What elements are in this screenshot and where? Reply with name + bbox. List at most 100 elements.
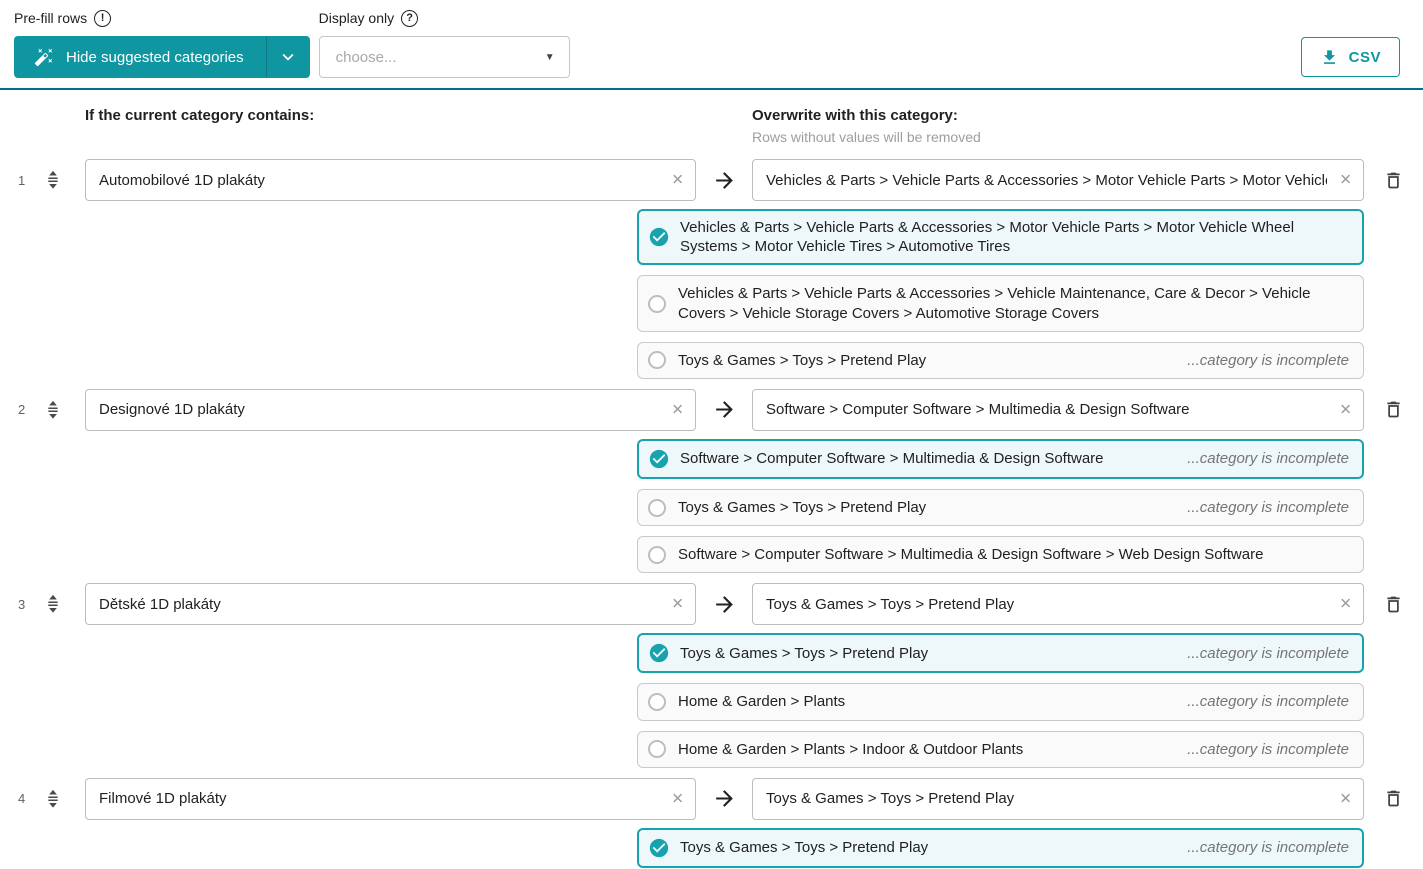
clear-source-icon[interactable]: ✕ [671, 401, 684, 419]
csv-export-button[interactable]: CSV [1300, 37, 1400, 77]
alert-info-icon: ! [94, 9, 112, 27]
csv-button-label: CSV [1348, 48, 1381, 66]
suggestions-list: Toys & Games > Toys > Pretend Play ...ca… [637, 827, 1364, 869]
row-number: 1 [18, 172, 26, 188]
category-incomplete-note: ...category is incomplete [1187, 693, 1349, 711]
target-category-value: Toys & Games > Toys > Pretend Play [766, 595, 1015, 613]
row-number: 2 [18, 402, 26, 418]
check-circle-icon [648, 226, 670, 248]
source-category-input[interactable]: Filmové 1D plakáty ✕ [85, 777, 696, 820]
radio-icon [648, 294, 666, 313]
target-category-value: Software > Computer Software > Multimedi… [766, 401, 1190, 419]
prefill-group: Pre-fill rows ! Hide suggested categorie… [14, 8, 310, 78]
display-only-label-text: Display only [318, 10, 395, 26]
suggested-category-label: Software > Computer Software > Multimedi… [680, 450, 1104, 468]
source-category-input[interactable]: Dětské 1D plakáty ✕ [85, 583, 696, 626]
target-category-input[interactable]: Toys & Games > Toys > Pretend Play ✕ [752, 583, 1364, 626]
source-category-input[interactable]: Automobilové 1D plakáty ✕ [85, 159, 696, 201]
prefill-dropdown-toggle[interactable] [265, 36, 310, 78]
row-handle-cell: 1 [0, 167, 85, 193]
drag-handle-icon[interactable] [43, 397, 63, 423]
source-category-input[interactable]: Designové 1D plakáty ✕ [85, 388, 696, 431]
drag-handle-icon[interactable] [43, 167, 63, 193]
row-number: 4 [18, 791, 26, 807]
row-handle-cell: 2 [0, 397, 85, 423]
clear-target-icon[interactable]: ✕ [1339, 790, 1352, 808]
radio-icon [648, 545, 666, 564]
check-circle-icon [648, 448, 670, 470]
mapping-rows: 1 Automobilové 1D plakáty ✕ Vehicles & P… [0, 159, 1423, 869]
row-handle-cell: 3 [0, 591, 85, 617]
suggested-category-label: Software > Computer Software > Multimedi… [678, 546, 1264, 564]
clear-source-icon[interactable]: ✕ [671, 790, 684, 808]
delete-row-button[interactable] [1364, 398, 1423, 421]
drag-handle-icon[interactable] [43, 591, 63, 617]
source-category-value: Dětské 1D plakáty [99, 595, 221, 613]
toolbar-divider [0, 88, 1423, 90]
suggested-category-label: Vehicles & Parts > Vehicle Parts & Acces… [680, 219, 1295, 256]
trash-icon [1383, 398, 1404, 421]
help-icon: ? [401, 9, 419, 27]
magic-wand-icon [34, 47, 54, 67]
arrow-cell [696, 397, 752, 422]
download-icon [1320, 48, 1339, 67]
target-category-input[interactable]: Software > Computer Software > Multimedi… [752, 388, 1364, 431]
category-incomplete-note: ...category is incomplete [1187, 499, 1349, 517]
target-category-input[interactable]: Vehicles & Parts > Vehicle Parts & Acces… [752, 159, 1364, 201]
arrow-cell [696, 168, 752, 193]
select-caret-icon: ▼ [544, 51, 555, 63]
prefill-label: Pre-fill rows ! [14, 8, 310, 28]
target-column-header: Overwrite with this category: [752, 107, 958, 124]
delete-row-button[interactable] [1364, 593, 1423, 616]
suggestions-list: Vehicles & Parts > Vehicle Parts & Acces… [637, 209, 1364, 379]
category-incomplete-note: ...category is incomplete [1187, 644, 1349, 662]
row-line: 4 Filmové 1D plakáty ✕ Toys & Games > To… [0, 777, 1423, 820]
category-incomplete-note: ...category is incomplete [1187, 351, 1349, 369]
display-only-label: Display only ? [319, 8, 570, 28]
mapping-row: 3 Dětské 1D plakáty ✕ Toys & Games > Toy… [0, 583, 1423, 768]
clear-source-icon[interactable]: ✕ [671, 595, 684, 613]
target-category-input[interactable]: Toys & Games > Toys > Pretend Play ✕ [752, 777, 1364, 820]
suggested-category-option[interactable]: Software > Computer Software > Multimedi… [637, 438, 1364, 479]
row-line: 2 Designové 1D plakáty ✕ Software > Comp… [0, 388, 1423, 431]
suggested-category-option[interactable]: Home & Garden > Plants ...category is in… [637, 683, 1364, 721]
radio-icon [648, 692, 666, 711]
clear-target-icon[interactable]: ✕ [1339, 401, 1352, 419]
clear-target-icon[interactable]: ✕ [1339, 595, 1352, 613]
suggested-category-label: Toys & Games > Toys > Pretend Play [678, 351, 927, 369]
clear-source-icon[interactable]: ✕ [671, 171, 684, 189]
suggested-category-option[interactable]: Home & Garden > Plants > Indoor & Outdoo… [637, 730, 1364, 768]
suggested-category-option[interactable]: Toys & Games > Toys > Pretend Play ...ca… [637, 488, 1364, 527]
radio-icon [648, 498, 666, 517]
suggested-category-option[interactable]: Toys & Games > Toys > Pretend Play ...ca… [637, 827, 1364, 868]
suggested-category-label: Home & Garden > Plants > Indoor & Outdoo… [678, 740, 1024, 758]
hide-suggested-categories-button[interactable]: Hide suggested categories [14, 36, 310, 78]
row-handle-cell: 4 [0, 786, 85, 812]
display-only-select[interactable]: choose... ▼ [318, 36, 570, 78]
suggested-category-option[interactable]: Software > Computer Software > Multimedi… [637, 536, 1364, 574]
suggested-category-option[interactable]: Toys & Games > Toys > Pretend Play ...ca… [637, 341, 1364, 379]
suggested-category-option[interactable]: Toys & Games > Toys > Pretend Play ...ca… [637, 633, 1364, 674]
delete-row-button[interactable] [1364, 787, 1423, 810]
row-line: 3 Dětské 1D plakáty ✕ Toys & Games > Toy… [0, 583, 1423, 626]
arrow-right-icon [712, 397, 737, 422]
display-only-placeholder: choose... [335, 48, 397, 66]
source-column-header: If the current category contains: [85, 107, 315, 124]
suggested-category-label: Toys & Games > Toys > Pretend Play [680, 839, 929, 857]
arrow-cell [696, 786, 752, 811]
suggested-category-option[interactable]: Vehicles & Parts > Vehicle Parts & Acces… [637, 209, 1364, 266]
drag-handle-icon[interactable] [43, 786, 63, 812]
clear-target-icon[interactable]: ✕ [1339, 171, 1352, 189]
suggested-category-option[interactable]: Vehicles & Parts > Vehicle Parts & Acces… [637, 275, 1364, 332]
hide-suggested-categories-label: Hide suggested categories [66, 48, 244, 66]
delete-row-button[interactable] [1364, 169, 1423, 192]
suggested-category-label: Home & Garden > Plants [678, 693, 846, 711]
arrow-right-icon [712, 592, 737, 617]
category-incomplete-note: ...category is incomplete [1187, 740, 1349, 758]
suggestions-list: Software > Computer Software > Multimedi… [637, 438, 1364, 574]
target-category-value: Vehicles & Parts > Vehicle Parts & Acces… [766, 171, 1327, 189]
source-category-value: Designové 1D plakáty [99, 401, 245, 419]
trash-icon [1383, 169, 1404, 192]
radio-icon [648, 740, 666, 759]
hide-suggested-categories-main[interactable]: Hide suggested categories [14, 36, 266, 78]
